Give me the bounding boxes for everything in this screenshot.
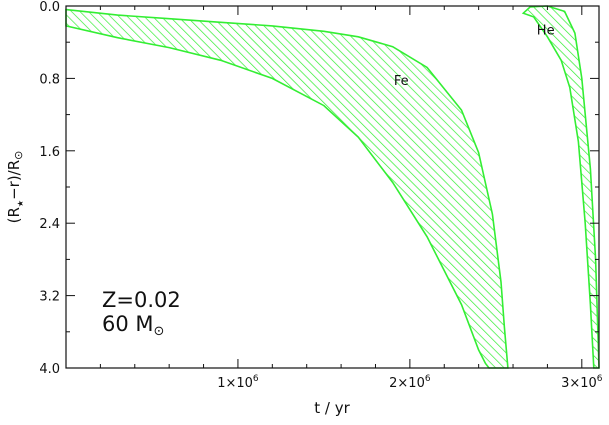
y-axis-label: (R★−r)/R⊙ [5,151,25,224]
y-tick-label: 3.2 [39,290,60,305]
mass-annotation-text: 60 M [102,312,154,336]
x-tick-label: 3×106 [561,374,603,391]
y-axis-label-rest: −r)/R [5,160,23,200]
mass-annotation: 60 M⊙ [102,312,164,339]
y-axis-label-star: ★ [16,200,25,207]
x-tick-label: 1×106 [217,374,259,391]
x-axis-label: t / yr [314,399,350,417]
y-tick-label: 2.4 [39,217,60,232]
y-tick-label: 0.8 [39,72,60,87]
region-label-he: He [537,24,555,39]
y-tick-label: 4.0 [39,362,60,377]
y-axis-label-open: (R [5,207,23,223]
annotation-block: Z=0.02 60 M⊙ [102,288,181,339]
region-he [521,5,600,369]
metallicity-annotation: Z=0.02 [102,288,181,312]
y-axis-label-sun: ⊙ [12,151,25,160]
y-tick-label: 0.0 [39,0,60,15]
region-label-fe: Fe [394,74,409,89]
y-tick-label: 1.6 [39,145,60,160]
ticks-layer: 0.0 0.8 1.6 2.4 3.2 4.0 1×106 2×106 3×106 [39,0,602,391]
mass-annotation-sun: ⊙ [154,324,165,339]
x-tick-label: 2×106 [389,374,431,391]
